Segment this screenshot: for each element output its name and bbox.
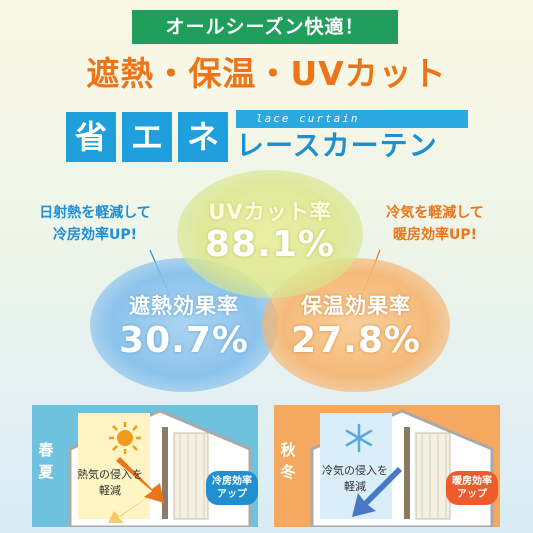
winter-season-label: 秋 冬 <box>274 405 302 527</box>
summer-curtain <box>173 432 209 520</box>
summer-season-char-2: 夏 <box>38 463 54 481</box>
title-char-3: ネ <box>178 112 228 162</box>
summer-arrow-in <box>116 457 164 503</box>
summer-badge-line2: アップ <box>217 489 247 500</box>
summer-note-line2: 軽減 <box>99 484 121 497</box>
winter-season-char-1: 秋 <box>280 441 296 459</box>
callout-cooling-line2: 冷房効率UP! <box>52 227 137 243</box>
uv-circle <box>177 170 363 298</box>
summer-panel: 春 夏 熱気の侵入を 軽減 冷房効率 アップ <box>32 405 258 527</box>
winter-badge-line2: アップ <box>457 489 487 500</box>
headline: 遮熱・保温・UVカット <box>86 54 447 93</box>
summer-wall <box>162 427 168 519</box>
summer-badge: 冷房効率 アップ <box>206 471 258 505</box>
summer-arrow-reflect <box>108 493 154 523</box>
heat-value: 30.7% <box>119 320 249 361</box>
summer-curtain-folds <box>179 433 205 519</box>
winter-panel: 秋 冬 冷気の侵入を 軽減 暖房効率 アップ <box>274 405 500 527</box>
subtitle-en: lace curtain <box>236 110 468 128</box>
title-char-1: 省 <box>66 112 116 162</box>
summer-note: 熱気の侵入を 軽減 <box>70 467 150 499</box>
callout-cooling-line1: 日射熱を軽減して <box>39 205 151 221</box>
winter-note-line1: 冷気の侵入を <box>322 464 388 477</box>
callout-cooling: 日射熱を軽減して 冷房効率UP! <box>20 202 170 246</box>
callout-heating-line2: 暖房効率UP! <box>392 227 477 243</box>
winter-season-char-2: 冬 <box>280 463 296 481</box>
winter-wall <box>404 427 410 519</box>
sun-icon <box>108 421 142 459</box>
uv-value: 88.1% <box>205 224 335 265</box>
summer-badge-line1: 冷房効率 <box>212 476 252 487</box>
summer-season-char-1: 春 <box>38 441 54 459</box>
title-char-2: エ <box>122 112 172 162</box>
winter-note-line2: 軽減 <box>344 480 366 493</box>
banner: オールシーズン快適！ <box>132 10 398 44</box>
product-name: レースカーテン <box>236 129 438 162</box>
heat-label: 遮熱効果率 <box>129 294 239 318</box>
summer-note-line1: 熱気の侵入を <box>77 468 143 481</box>
summer-window-light <box>78 413 150 519</box>
callout-heating-line1: 冷気を軽減して <box>386 205 484 221</box>
summer-season-label: 春 夏 <box>32 405 60 527</box>
winter-note: 冷気の侵入を 軽減 <box>314 463 396 495</box>
winter-arrow <box>352 467 402 517</box>
warm-label: 保温効果率 <box>301 294 411 318</box>
snowflake-icon <box>344 423 374 457</box>
winter-badge-line1: 暖房効率 <box>452 476 492 487</box>
winter-badge: 暖房効率 アップ <box>446 471 498 505</box>
winter-curtain-folds <box>421 433 447 519</box>
uv-label: UVカット率 <box>208 200 332 224</box>
winter-curtain <box>415 432 451 520</box>
summer-house <box>68 409 252 527</box>
warm-value: 27.8% <box>291 320 421 361</box>
callout-heating: 冷気を軽減して 暖房効率UP! <box>360 202 510 246</box>
